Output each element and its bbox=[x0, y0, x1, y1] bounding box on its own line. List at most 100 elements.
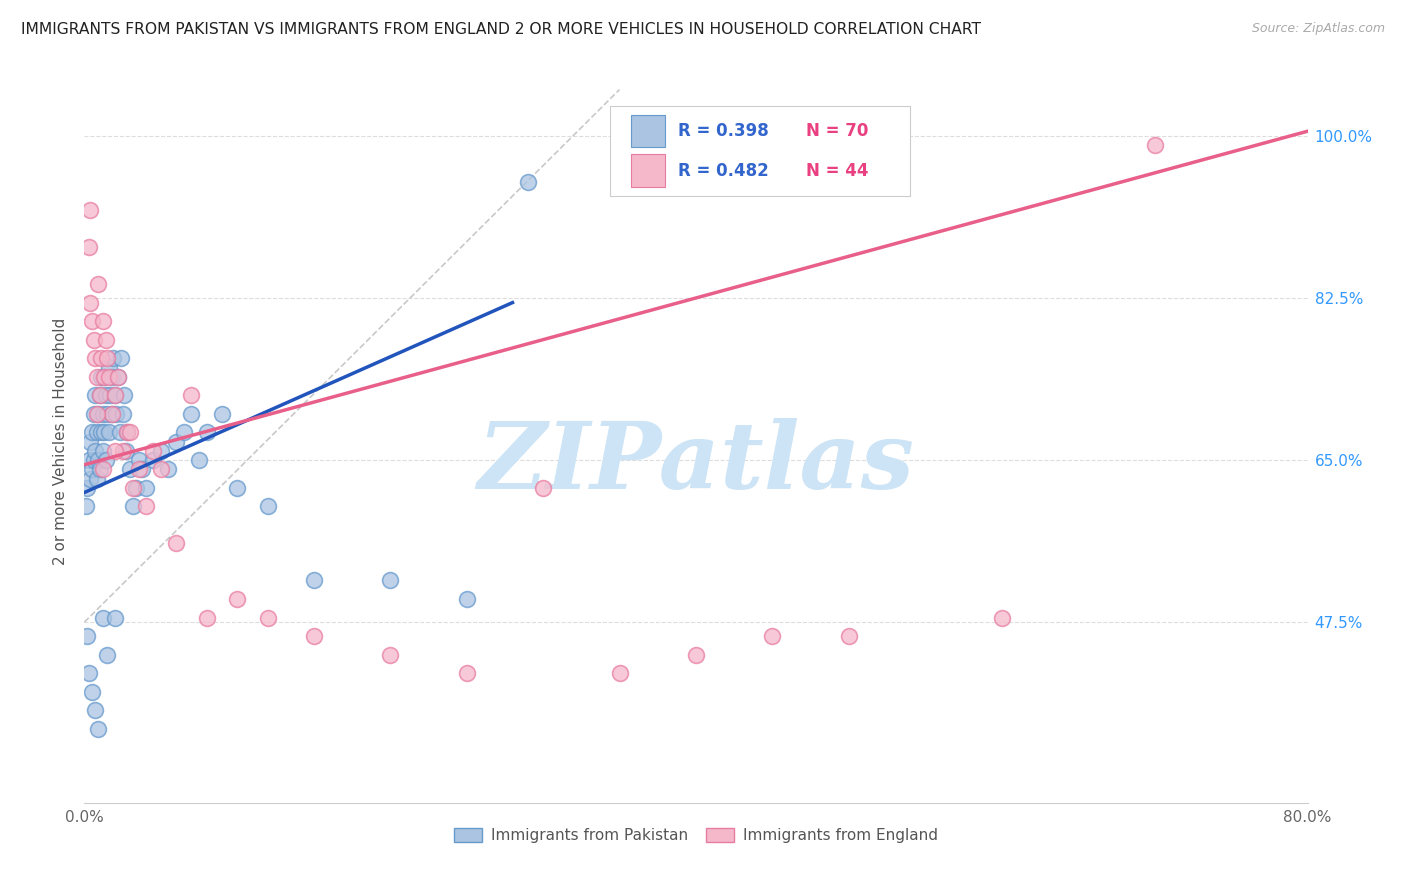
Point bbox=[609, 666, 631, 681]
Point bbox=[80, 462, 103, 476]
Point bbox=[86, 407, 108, 421]
Point bbox=[165, 536, 187, 550]
Point bbox=[84, 351, 107, 366]
Legend: Immigrants from Pakistan, Immigrants from England: Immigrants from Pakistan, Immigrants fro… bbox=[449, 822, 943, 849]
Point bbox=[135, 500, 157, 514]
Point bbox=[115, 425, 138, 440]
Point bbox=[104, 388, 127, 402]
Point bbox=[149, 462, 172, 476]
Point bbox=[86, 369, 108, 384]
Point bbox=[128, 462, 150, 476]
Point bbox=[104, 443, 127, 458]
Text: Source: ZipAtlas.com: Source: ZipAtlas.com bbox=[1251, 22, 1385, 36]
Point bbox=[80, 425, 103, 440]
Point bbox=[79, 434, 101, 449]
Point bbox=[89, 388, 111, 402]
Point bbox=[211, 407, 233, 421]
Point bbox=[87, 277, 110, 291]
Point bbox=[149, 443, 172, 458]
Point bbox=[87, 453, 110, 467]
Point bbox=[87, 407, 110, 421]
Point bbox=[991, 610, 1014, 624]
Point bbox=[111, 443, 134, 458]
Point bbox=[96, 351, 118, 366]
Point bbox=[80, 314, 103, 328]
Point bbox=[79, 472, 101, 486]
Point bbox=[76, 629, 98, 643]
Point bbox=[75, 500, 97, 514]
Point bbox=[77, 240, 100, 254]
Point bbox=[135, 481, 157, 495]
Point bbox=[838, 629, 860, 643]
Point bbox=[76, 481, 98, 495]
Point bbox=[96, 407, 118, 421]
Point bbox=[101, 407, 124, 421]
Point bbox=[101, 407, 124, 421]
Point bbox=[84, 388, 107, 402]
Point bbox=[180, 388, 202, 402]
Text: R = 0.482: R = 0.482 bbox=[678, 161, 768, 179]
Point bbox=[90, 351, 112, 366]
Point bbox=[125, 481, 148, 495]
Point bbox=[94, 453, 117, 467]
Point bbox=[83, 333, 105, 347]
Point bbox=[157, 462, 180, 476]
Point bbox=[122, 500, 145, 514]
Point bbox=[83, 407, 105, 421]
Point bbox=[180, 407, 202, 421]
Point bbox=[165, 434, 187, 449]
Point bbox=[108, 425, 131, 440]
Point bbox=[96, 648, 118, 662]
Point bbox=[1143, 138, 1166, 153]
Point bbox=[131, 462, 153, 476]
Point bbox=[101, 369, 124, 384]
Point bbox=[86, 472, 108, 486]
Point bbox=[89, 388, 111, 402]
FancyBboxPatch shape bbox=[610, 105, 910, 196]
Text: IMMIGRANTS FROM PAKISTAN VS IMMIGRANTS FROM ENGLAND 2 OR MORE VEHICLES IN HOUSEH: IMMIGRANTS FROM PAKISTAN VS IMMIGRANTS F… bbox=[21, 22, 981, 37]
Point bbox=[685, 648, 707, 662]
Point bbox=[105, 407, 128, 421]
Point bbox=[79, 295, 101, 310]
Point bbox=[93, 369, 115, 384]
Point bbox=[97, 360, 120, 375]
Point bbox=[142, 453, 165, 467]
Text: N = 70: N = 70 bbox=[806, 122, 869, 140]
Point bbox=[107, 369, 129, 384]
Point bbox=[380, 574, 402, 588]
Point bbox=[94, 333, 117, 347]
Point bbox=[77, 453, 100, 467]
Bar bbox=[631, 154, 665, 186]
Point bbox=[93, 369, 115, 384]
Point bbox=[89, 462, 111, 476]
Point bbox=[87, 722, 110, 736]
Point bbox=[531, 481, 554, 495]
Point bbox=[380, 648, 402, 662]
Point bbox=[86, 425, 108, 440]
Point bbox=[761, 629, 783, 643]
Point bbox=[302, 574, 325, 588]
Point bbox=[94, 388, 117, 402]
Bar bbox=[631, 114, 665, 147]
Point bbox=[302, 629, 325, 643]
Point bbox=[173, 425, 195, 440]
Point bbox=[90, 369, 112, 384]
Point bbox=[112, 388, 135, 402]
Point bbox=[456, 592, 478, 607]
Point bbox=[79, 202, 101, 217]
Point bbox=[120, 425, 142, 440]
Point bbox=[115, 425, 138, 440]
Point bbox=[111, 407, 134, 421]
Point bbox=[93, 425, 115, 440]
Point bbox=[91, 462, 114, 476]
Point bbox=[257, 610, 280, 624]
Point bbox=[104, 388, 127, 402]
Point bbox=[80, 684, 103, 698]
Point bbox=[84, 443, 107, 458]
Point bbox=[226, 481, 249, 495]
Point bbox=[103, 351, 125, 366]
Point bbox=[84, 703, 107, 717]
Point bbox=[91, 610, 114, 624]
Text: N = 44: N = 44 bbox=[806, 161, 869, 179]
Point bbox=[77, 666, 100, 681]
